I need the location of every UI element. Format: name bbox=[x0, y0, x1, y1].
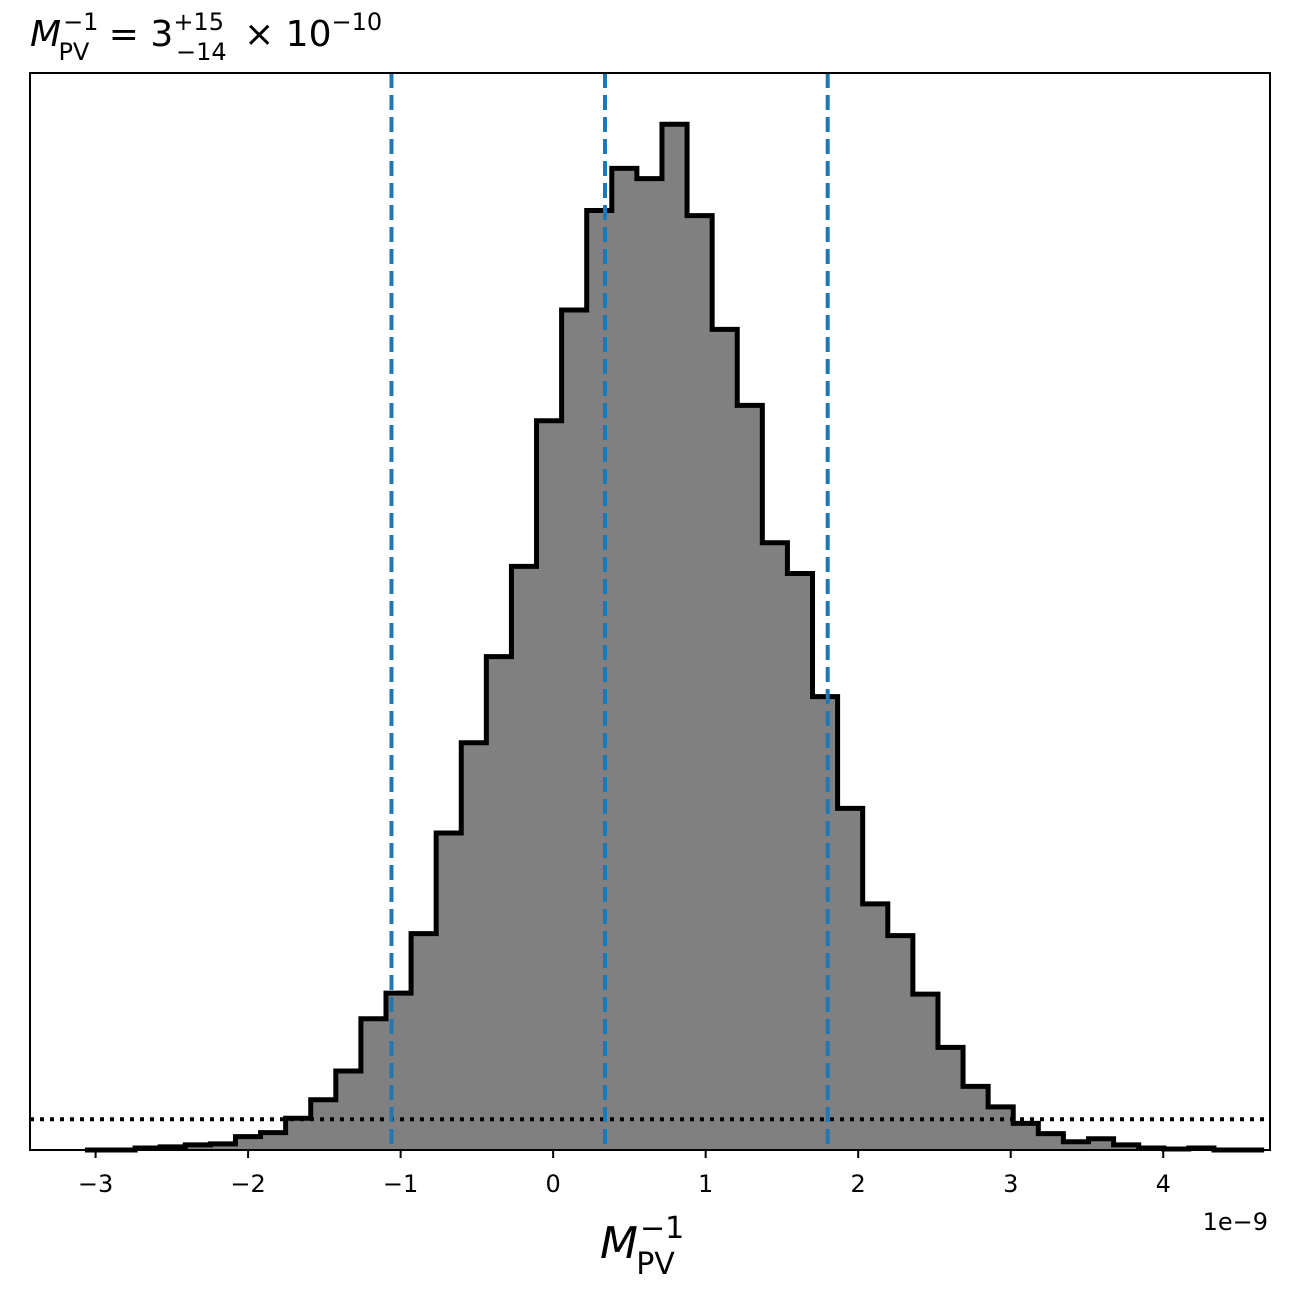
plot-area bbox=[30, 73, 1270, 1153]
x-tick-label: 4 bbox=[1156, 1170, 1171, 1198]
chart-title: M−1 PV = 3+15 −14 × 10−10 bbox=[30, 8, 382, 66]
x-tick-label: −2 bbox=[230, 1170, 265, 1198]
histogram-outline bbox=[84, 121, 1265, 1153]
x-tick-label: −3 bbox=[78, 1170, 113, 1198]
x-tick-label: 2 bbox=[851, 1170, 866, 1198]
x-tick-label: 0 bbox=[546, 1170, 561, 1198]
histogram-fill bbox=[84, 124, 1265, 1150]
x-axis-ticks: −3 −2 −1 0 1 2 3 4 bbox=[78, 1150, 1171, 1198]
x-tick-label: 3 bbox=[1003, 1170, 1018, 1198]
axes-frame bbox=[29, 72, 1271, 1151]
x-offset-label: 1e−9 bbox=[1203, 1208, 1268, 1236]
x-tick-label: −1 bbox=[383, 1170, 418, 1198]
x-axis-label: M−1 PV bbox=[600, 1211, 684, 1282]
x-tick-label: 1 bbox=[698, 1170, 713, 1198]
